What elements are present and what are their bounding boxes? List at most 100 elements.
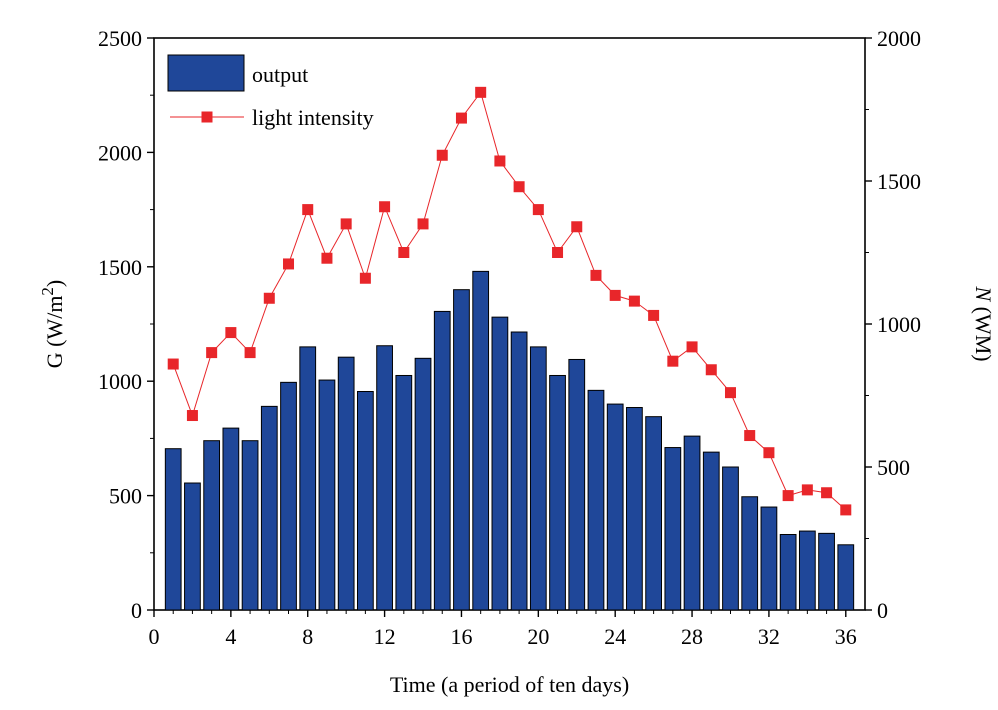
bar — [260, 405, 278, 611]
bar — [510, 331, 528, 611]
line-point — [609, 289, 621, 301]
line-path — [172, 91, 847, 511]
bar — [722, 466, 739, 611]
x-tick-label: 24 — [604, 624, 626, 649]
bar — [702, 451, 720, 611]
line-point — [763, 447, 775, 459]
line-point — [186, 410, 198, 422]
line-point — [263, 292, 275, 304]
line-point — [398, 247, 410, 258]
bar — [337, 356, 355, 611]
bar — [741, 496, 759, 611]
y2-axis-title: N (WM) — [971, 285, 996, 361]
bar-series-output — [164, 270, 855, 611]
x-tick-label: 28 — [681, 624, 703, 649]
bar — [414, 357, 432, 611]
bar — [280, 381, 297, 611]
x-tick-label: 32 — [758, 624, 780, 649]
x-tick-label: 20 — [527, 624, 549, 649]
line-point — [648, 309, 660, 321]
bar — [549, 374, 566, 611]
line-point — [321, 252, 333, 264]
bar — [222, 427, 240, 611]
bar — [164, 448, 182, 611]
line-point — [455, 112, 467, 124]
x-tick-label: 8 — [302, 624, 313, 649]
legend: output light intensity — [167, 54, 374, 130]
line-point — [167, 358, 179, 370]
line-point — [513, 181, 525, 193]
line-point — [821, 487, 833, 499]
x-axis-title: Time (a period of ten days) — [390, 672, 629, 697]
bar — [779, 533, 797, 611]
line-point — [494, 155, 506, 167]
legend-label-output: output — [252, 62, 308, 87]
y-tick-label: 0 — [131, 598, 142, 623]
bar — [318, 379, 336, 611]
y-tick-label: 1000 — [98, 369, 142, 394]
y-tick-label: 2500 — [98, 26, 142, 51]
line-point — [340, 218, 352, 230]
x-tick-label: 4 — [225, 624, 236, 649]
line-point — [724, 387, 736, 399]
y-tick-label: 2000 — [98, 140, 142, 165]
line-series-light-intensity — [167, 86, 852, 516]
line-point — [475, 86, 487, 98]
line-point — [225, 327, 237, 339]
bar — [376, 345, 393, 611]
bar — [395, 374, 413, 611]
y2-tick-label: 2000 — [877, 26, 921, 51]
legend-swatch-output — [167, 54, 245, 92]
bar — [760, 506, 778, 611]
line-point — [379, 201, 391, 213]
line-point — [436, 149, 448, 161]
line-point — [801, 484, 813, 496]
y2-tick-label: 1500 — [877, 169, 921, 194]
bar — [241, 440, 259, 611]
line-point — [667, 355, 679, 367]
legend-label-light-intensity: light intensity — [252, 105, 374, 130]
bar — [606, 403, 624, 611]
line-point — [686, 341, 698, 353]
bar — [798, 530, 816, 611]
line-point — [417, 218, 429, 230]
y2-tick-label: 0 — [877, 598, 888, 623]
bar — [664, 447, 682, 611]
bar — [587, 389, 605, 611]
line-point — [359, 272, 371, 284]
y-axis-title: G (W/m2) — [38, 280, 67, 369]
bar — [568, 358, 586, 611]
line-point — [302, 204, 314, 216]
x-tick-label: 12 — [374, 624, 396, 649]
line-point — [206, 347, 218, 359]
x-tick-label: 0 — [149, 624, 160, 649]
bar — [645, 416, 663, 611]
bar — [626, 407, 643, 611]
axes: 0 4 8 12 16 20 24 28 32 36 0 500 1000 1500 2000 2500 0 50… — [98, 26, 921, 649]
bar — [529, 346, 547, 611]
bar — [433, 310, 451, 611]
bar — [453, 289, 470, 611]
bar — [299, 346, 317, 611]
line-point — [840, 504, 852, 516]
x-tick-label: 36 — [835, 624, 857, 649]
line-point — [705, 364, 717, 376]
line-point — [532, 204, 544, 216]
bar — [184, 482, 201, 611]
bar — [837, 544, 855, 611]
x-tick-label: 16 — [450, 624, 472, 649]
legend-swatch-light-intensity-marker — [201, 111, 213, 123]
y-tick-label: 1500 — [98, 255, 142, 280]
bar — [356, 390, 374, 611]
y2-tick-label: 500 — [877, 455, 910, 480]
line-point — [283, 258, 295, 270]
line-point — [628, 295, 640, 307]
bar — [818, 532, 835, 611]
bar — [683, 435, 701, 611]
line-point — [552, 247, 564, 258]
bar — [203, 440, 221, 611]
y-tick-label: 500 — [109, 484, 142, 509]
line-point — [571, 221, 583, 233]
y2-tick-label: 1000 — [877, 312, 921, 337]
